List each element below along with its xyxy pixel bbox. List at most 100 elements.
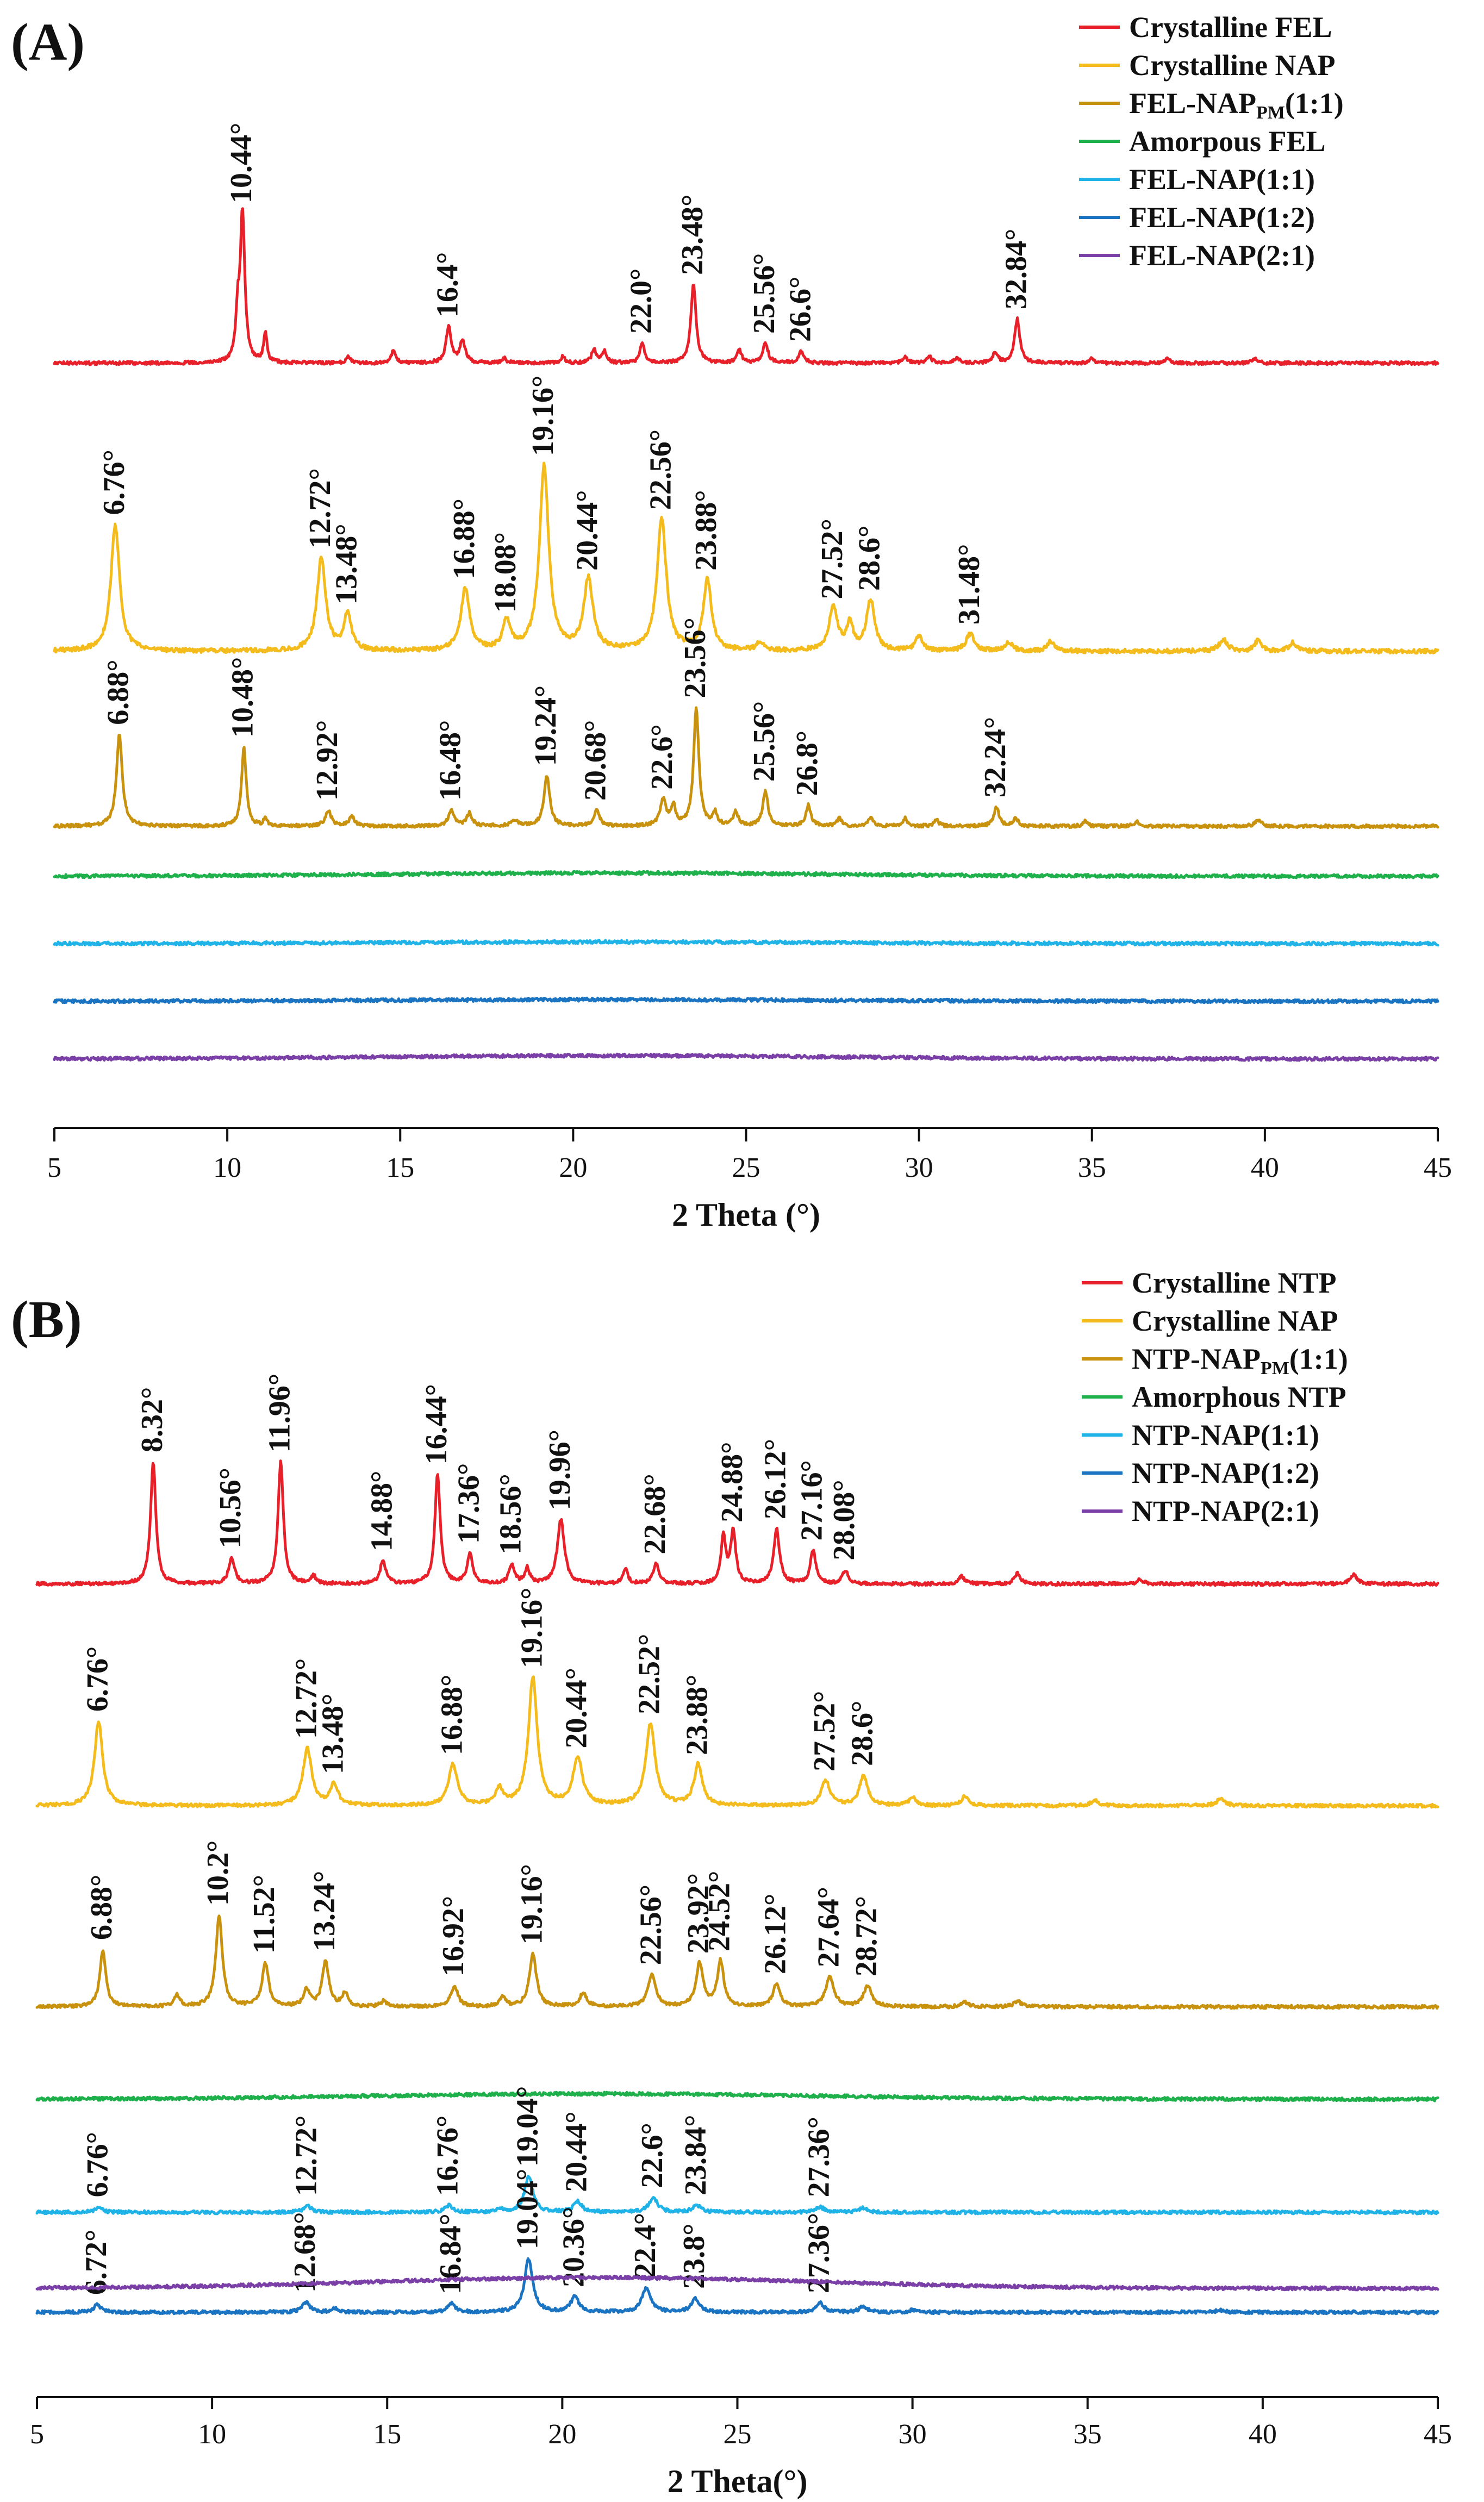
legend-entry: FEL-NAP(1:2) [1129, 201, 1315, 234]
x-tick-label: 45 [1424, 1152, 1452, 1183]
series-trace-1 [35, 1459, 1439, 1587]
series-trace-5 [35, 2175, 1439, 2216]
legend-entry: FEL-NAPPM(1:1) [1129, 87, 1344, 123]
peak-label: 27.16° [795, 1460, 829, 1540]
peak-label: 16.88° [435, 1675, 469, 1755]
peak-label: 31.48° [952, 544, 986, 625]
peak-label: 10.48° [226, 657, 260, 738]
peak-label: 13.24° [308, 1871, 341, 1951]
peak-label: 6.88° [102, 659, 135, 725]
peak-label: 22.52° [633, 1634, 666, 1714]
peak-label: 22.56° [634, 1885, 668, 1965]
x-axis-title: 2 Theta (°) [672, 1197, 820, 1233]
peak-label: 19.96° [543, 1430, 577, 1510]
peak-label: 6.76° [80, 2132, 114, 2197]
peak-label: 10.2° [201, 1840, 235, 1906]
peak-label: 22.0° [625, 269, 658, 334]
x-tick-label: 20 [548, 2419, 576, 2450]
peak-label: 8.32° [135, 1387, 169, 1452]
panel-label: (A) [11, 13, 85, 72]
legend-entry: Crystalline NTP [1132, 1266, 1336, 1299]
x-tick-label: 5 [47, 1152, 61, 1183]
x-tick-label: 20 [559, 1152, 587, 1183]
peak-label: 16.44° [420, 1384, 453, 1464]
peak-label: 6.72° [79, 2230, 113, 2295]
peak-label: 28.6° [853, 526, 887, 591]
series-trace-3 [53, 706, 1439, 829]
peak-label: 23.88° [689, 490, 723, 570]
peak-label: 27.52° [815, 519, 849, 599]
peak-label: 12.68° [288, 2212, 322, 2292]
peak-label: 22.6° [635, 2123, 669, 2188]
peak-label: 25.56° [747, 253, 781, 334]
series-trace-4 [35, 2091, 1439, 2102]
peak-label: 18.08° [489, 532, 522, 613]
peak-label: 23.56° [678, 617, 712, 698]
legend-entry: Crystalline FEL [1129, 11, 1332, 43]
peak-label: 28.72° [850, 1896, 883, 1976]
peak-label: 12.72° [289, 2116, 323, 2196]
peak-label: 16.88° [447, 498, 481, 579]
peak-label: 11.52° [247, 1875, 281, 1954]
peak-label: 20.36° [557, 2207, 591, 2287]
series-trace-6 [53, 996, 1439, 1004]
x-tick-label: 35 [1078, 1152, 1106, 1183]
panel-b: (B) 8.32° 10.56° 11.96° 14.88° 16.44°17.36° 18… [11, 1266, 1452, 2499]
peak-label: 24.52° [703, 1871, 737, 1951]
peak-label: 20.44° [560, 2111, 594, 2192]
legend-entry: NTP-NAP(1:1) [1132, 1419, 1319, 1451]
x-tick-label: 25 [732, 1152, 760, 1183]
x-tick-label: 10 [213, 1152, 241, 1183]
peak-label: 20.44° [560, 1668, 594, 1748]
peak-label: 6.88° [85, 1875, 119, 1940]
x-tick-label: 15 [386, 1152, 414, 1183]
peak-label: 20.68° [579, 720, 613, 801]
peak-label: 23.92° [682, 1873, 715, 1954]
peak-label: 16.92° [437, 1896, 470, 1976]
peak-label: 12.92° [310, 720, 344, 801]
legend-entry: Amorpous FEL [1129, 125, 1326, 158]
legend-entry: FEL-NAP(2:1) [1129, 239, 1315, 272]
series-trace-2 [53, 461, 1439, 655]
series-trace-2 [35, 1675, 1439, 1809]
peak-label: 12.72° [303, 468, 337, 548]
peak-label: 6.76° [97, 450, 131, 515]
x-tick-label: 30 [899, 2419, 927, 2450]
x-tick-label: 25 [724, 2419, 752, 2450]
x-tick-label: 45 [1424, 2419, 1452, 2450]
series-trace-5 [53, 939, 1439, 947]
peak-label: 18.56° [494, 1474, 528, 1554]
series-trace-7 [53, 1052, 1439, 1062]
peak-label: 14.88° [365, 1471, 399, 1551]
legend-entry: NTP-NAPPM(1:1) [1132, 1343, 1348, 1378]
x-tick-label: 40 [1249, 2419, 1277, 2450]
peak-label: 17.36° [452, 1463, 485, 1544]
peak-label: 22.68° [638, 1474, 672, 1554]
peak-label: 28.08° [827, 1480, 861, 1560]
peak-label: 28.6° [845, 1701, 879, 1766]
series-trace-1 [53, 207, 1439, 366]
legend-entry: Crystalline NAP [1132, 1305, 1338, 1337]
peak-label: 19.16° [526, 376, 560, 456]
x-tick-label: 5 [30, 2419, 44, 2450]
x-tick-label: 15 [373, 2419, 401, 2450]
legend-entry: NTP-NAP(2:1) [1132, 1495, 1319, 1527]
peak-label: 27.36° [802, 2117, 836, 2197]
peak-label: 16.76° [431, 2116, 465, 2196]
peak-label: 20.44° [570, 490, 604, 570]
panel-a: (A)10.44°16.4° 22.0°23.48°25.56° 26.6° 32.8… [11, 11, 1452, 1233]
peak-label: 26.8° [790, 731, 824, 796]
peak-label: 26.12° [759, 1894, 793, 1974]
peak-label: 11.96° [263, 1374, 296, 1452]
peak-label: 22.4° [628, 2213, 662, 2278]
peak-label: 32.24° [978, 717, 1012, 797]
peak-label: 19.24° [529, 685, 563, 766]
peak-label: 32.84° [999, 229, 1033, 309]
legend-entry: NTP-NAP(1:2) [1132, 1457, 1319, 1489]
peak-label: 10.56° [214, 1468, 247, 1548]
peak-label: 16.4° [431, 252, 464, 317]
x-tick-label: 35 [1074, 2419, 1102, 2450]
x-tick-label: 30 [905, 1152, 933, 1183]
peak-label: 19.16° [515, 1864, 548, 1944]
